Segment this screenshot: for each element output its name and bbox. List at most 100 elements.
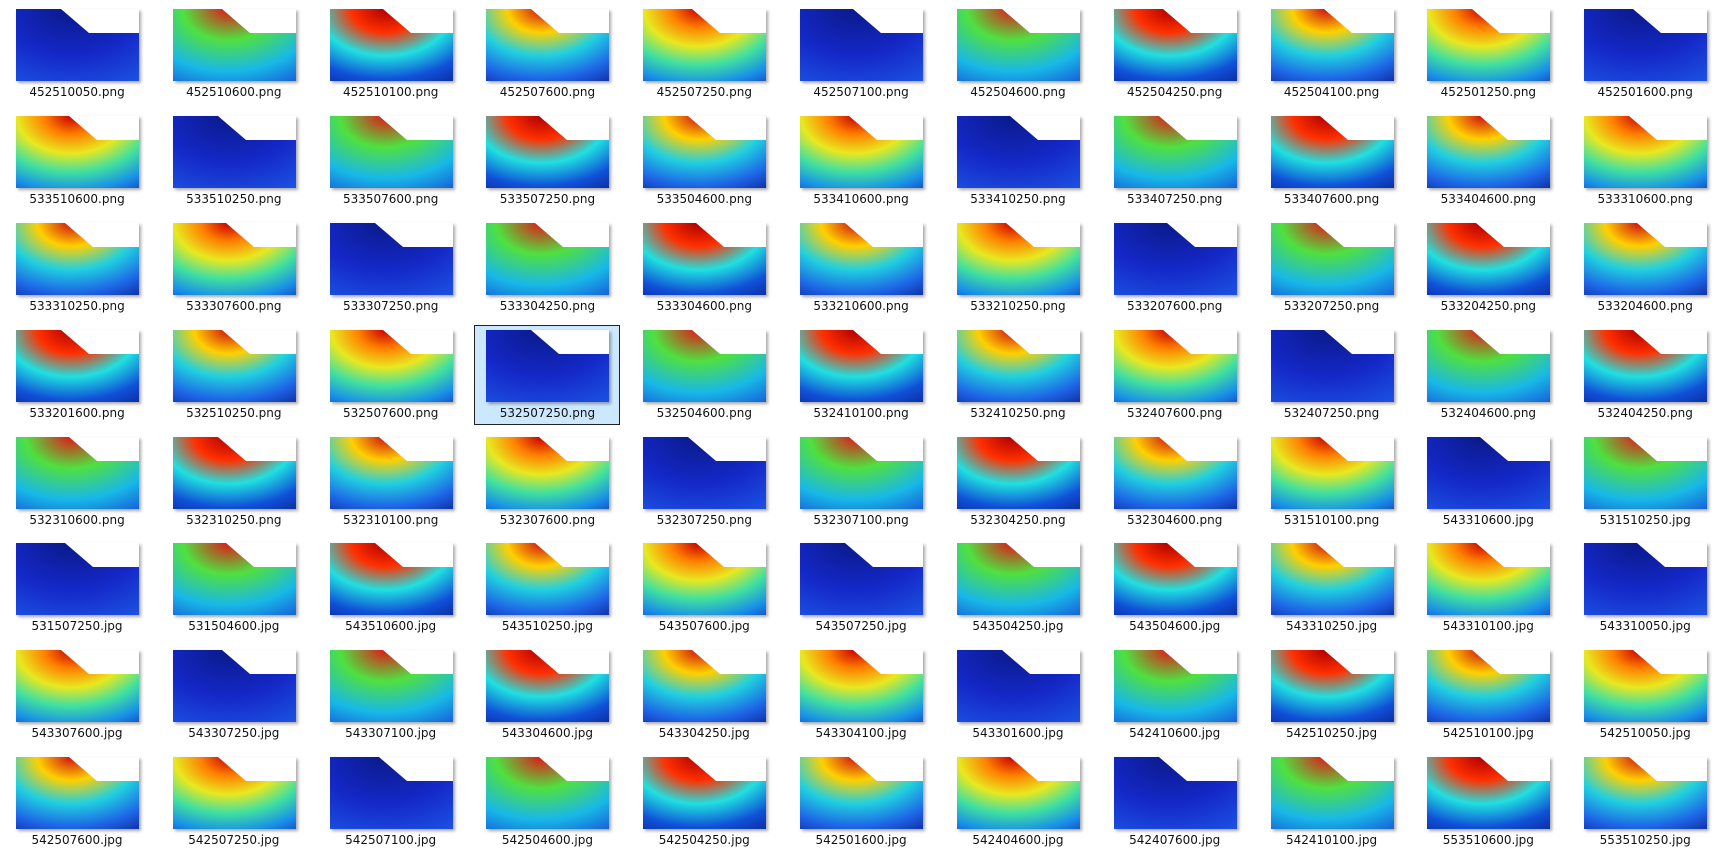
file-item[interactable]: 533204250.png xyxy=(1415,218,1561,318)
file-item[interactable]: 543307100.jpg xyxy=(318,645,464,745)
file-item[interactable]: 532307600.png xyxy=(474,432,620,532)
file-item[interactable]: 533507250.png xyxy=(474,111,620,211)
slope-mask xyxy=(1319,115,1394,140)
file-item[interactable]: 543304100.jpg xyxy=(788,645,934,745)
slope-cut xyxy=(1162,650,1237,675)
file-item[interactable]: 543307250.jpg xyxy=(161,645,307,745)
file-item[interactable]: 543301600.jpg xyxy=(945,645,1091,745)
file-item[interactable]: 543510250.jpg xyxy=(474,538,620,638)
file-item[interactable]: 543507250.jpg xyxy=(788,538,934,638)
file-name: 533507250.png xyxy=(499,191,596,206)
file-item[interactable]: 543304600.jpg xyxy=(474,645,620,745)
file-item[interactable]: 543504600.jpg xyxy=(1102,538,1248,638)
file-item[interactable]: 532310600.png xyxy=(4,432,150,532)
file-item[interactable]: 532307250.png xyxy=(631,432,777,532)
file-item[interactable]: 533210250.png xyxy=(945,218,1091,318)
file-item[interactable]: 533510250.png xyxy=(161,111,307,211)
file-item[interactable]: 533204600.png xyxy=(1572,218,1718,318)
file-item[interactable]: 542410600.jpg xyxy=(1102,645,1248,745)
file-item[interactable]: 543310250.jpg xyxy=(1259,538,1405,638)
file-item[interactable]: 543504250.jpg xyxy=(945,538,1091,638)
file-item[interactable]: 452507250.png xyxy=(631,4,777,104)
file-item[interactable]: 533407250.png xyxy=(1102,111,1248,211)
slope-mask xyxy=(692,650,767,675)
file-item[interactable]: 452504600.png xyxy=(945,4,1091,104)
file-item[interactable]: 533304600.png xyxy=(631,218,777,318)
file-item[interactable]: 533304250.png xyxy=(474,218,620,318)
file-item[interactable]: 533310600.png xyxy=(1572,111,1718,211)
file-item[interactable]: 452510100.png xyxy=(318,4,464,104)
file-item[interactable]: 533201600.png xyxy=(4,325,150,425)
file-item[interactable]: 553510600.jpg xyxy=(1415,752,1561,852)
file-item[interactable]: 532407250.png xyxy=(1259,325,1405,425)
file-item[interactable]: 532507600.png xyxy=(318,325,464,425)
slope-cut xyxy=(1633,329,1708,354)
file-item[interactable]: 452510600.png xyxy=(161,4,307,104)
file-item[interactable]: 533507600.png xyxy=(318,111,464,211)
file-item[interactable]: 533410600.png xyxy=(788,111,934,211)
file-name: 533210600.png xyxy=(813,298,909,313)
file-item[interactable]: 533404600.png xyxy=(1415,111,1561,211)
slope-mask xyxy=(61,9,139,33)
file-item[interactable]: 542504600.jpg xyxy=(474,752,620,852)
file-item[interactable]: 533210600.png xyxy=(788,218,934,318)
file-item[interactable]: 542407600.jpg xyxy=(1102,752,1248,852)
file-item[interactable]: 531510100.png xyxy=(1259,432,1405,532)
file-item[interactable]: 533310250.png xyxy=(4,218,150,318)
file-item[interactable]: 452501600.png xyxy=(1572,4,1718,104)
file-item[interactable]: 532507250.png xyxy=(474,324,621,425)
file-item[interactable]: 543310600.jpg xyxy=(1415,432,1561,532)
file-item[interactable]: 452501250.png xyxy=(1415,4,1561,104)
file-item[interactable]: 532407600.png xyxy=(1102,325,1248,425)
file-item[interactable]: 543310100.jpg xyxy=(1415,538,1561,638)
file-item[interactable]: 531510250.jpg xyxy=(1572,432,1718,532)
file-item[interactable]: 532404250.png xyxy=(1572,325,1718,425)
file-item[interactable]: 452504250.png xyxy=(1102,4,1248,104)
file-item[interactable]: 532310100.png xyxy=(318,432,464,532)
file-item[interactable]: 542507100.jpg xyxy=(318,752,464,852)
file-item[interactable]: 553510250.jpg xyxy=(1572,752,1718,852)
file-item[interactable]: 532410100.png xyxy=(788,325,934,425)
file-item[interactable]: 532304600.png xyxy=(1102,432,1248,532)
slope-cut xyxy=(1629,436,1708,461)
file-item[interactable]: 542510250.jpg xyxy=(1259,645,1405,745)
file-item[interactable]: 543310050.jpg xyxy=(1572,538,1718,638)
file-name: 532504600.png xyxy=(656,405,752,420)
file-item[interactable]: 532410250.png xyxy=(945,325,1091,425)
file-item[interactable]: 531507250.jpg xyxy=(4,538,150,638)
file-item[interactable]: 452507600.png xyxy=(474,4,620,104)
file-item[interactable]: 452507100.png xyxy=(788,4,934,104)
file-item[interactable]: 543304250.jpg xyxy=(631,645,777,745)
file-item[interactable]: 533207600.png xyxy=(1102,218,1248,318)
slope-mask xyxy=(1629,436,1708,461)
file-item[interactable]: 542507600.jpg xyxy=(4,752,150,852)
file-item[interactable]: 533407600.png xyxy=(1259,111,1405,211)
file-item[interactable]: 532310250.png xyxy=(161,432,307,532)
file-item[interactable]: 532304250.png xyxy=(945,432,1091,532)
file-item[interactable]: 532504600.png xyxy=(631,325,777,425)
file-item[interactable]: 543507600.jpg xyxy=(631,538,777,638)
file-item[interactable]: 543307600.jpg xyxy=(4,645,150,745)
file-item[interactable]: 452510050.png xyxy=(4,4,150,104)
file-item[interactable]: 533207250.png xyxy=(1259,218,1405,318)
file-item[interactable]: 533307600.png xyxy=(161,218,307,318)
file-item[interactable]: 533410250.png xyxy=(945,111,1091,211)
file-item[interactable]: 542510050.jpg xyxy=(1572,645,1718,745)
file-item[interactable]: 542404600.jpg xyxy=(945,752,1091,852)
file-item[interactable]: 532404600.png xyxy=(1415,325,1561,425)
file-item[interactable]: 532510250.png xyxy=(161,325,307,425)
file-item[interactable]: 543510600.jpg xyxy=(318,538,464,638)
file-item[interactable]: 532307100.png xyxy=(788,432,934,532)
file-name: 553510600.jpg xyxy=(1442,833,1534,848)
file-item[interactable]: 533307250.png xyxy=(318,218,464,318)
file-item[interactable]: 542507250.jpg xyxy=(161,752,307,852)
file-item[interactable]: 531504600.jpg xyxy=(161,538,307,638)
file-item[interactable]: 542410100.jpg xyxy=(1259,752,1405,852)
file-item[interactable]: 452504100.png xyxy=(1259,4,1405,104)
file-item[interactable]: 542510100.jpg xyxy=(1415,645,1561,745)
file-name: 543504600.jpg xyxy=(1129,619,1221,634)
file-item[interactable]: 533504600.png xyxy=(631,111,777,211)
file-item[interactable]: 542504250.jpg xyxy=(631,752,777,852)
file-item[interactable]: 542501600.jpg xyxy=(788,752,934,852)
file-item[interactable]: 533510600.png xyxy=(4,111,150,211)
